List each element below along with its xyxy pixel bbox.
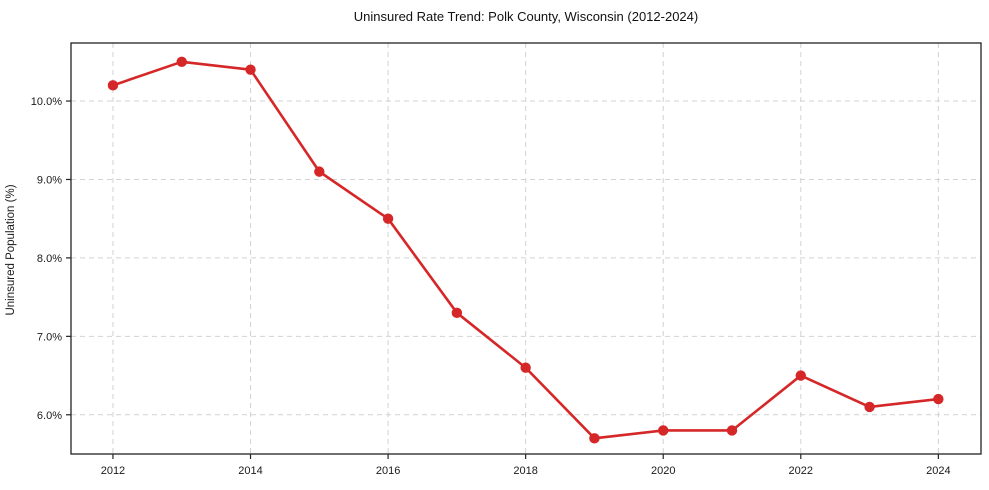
data-point	[795, 370, 806, 381]
data-point	[382, 213, 394, 224]
grid-layer	[71, 43, 981, 454]
y-axis-label: Uninsured Population (%)	[5, 184, 17, 315]
data-point	[658, 425, 669, 436]
x-tick-label: 2016	[376, 465, 400, 477]
x-tick-label: 2024	[926, 465, 950, 477]
x-tick-label: 2018	[513, 465, 537, 477]
data-point	[245, 64, 256, 75]
y-tick-label: 8.0%	[37, 253, 62, 265]
data-point	[451, 307, 463, 319]
x-tick-label: 2014	[238, 465, 262, 477]
data-point	[864, 401, 875, 413]
data-point	[726, 425, 738, 436]
ticks-layer: 6.0% 7.0% 8.0% 9.0% 10.0% 2012 2014 2016 2018 202…	[31, 96, 951, 477]
x-tick-label: 2012	[101, 465, 125, 477]
chart-title: Uninsured Rate Trend: Polk County, Wisco…	[354, 9, 698, 24]
data-point	[589, 433, 600, 444]
data-point	[314, 166, 325, 177]
axis-layer	[70, 42, 982, 455]
y-tick-label: 9.0%	[37, 174, 62, 186]
x-tick-label: 2020	[651, 465, 675, 477]
x-tick-label: 2022	[789, 465, 813, 477]
y-tick-label: 6.0%	[37, 410, 62, 422]
data-point	[176, 56, 187, 68]
y-tick-label: 7.0%	[37, 331, 62, 343]
data-point	[933, 393, 944, 405]
y-tick-label: 10.0%	[31, 96, 62, 108]
plot-border	[70, 42, 982, 455]
line-series	[107, 56, 944, 444]
data-point	[107, 80, 119, 91]
data-point	[520, 362, 531, 373]
